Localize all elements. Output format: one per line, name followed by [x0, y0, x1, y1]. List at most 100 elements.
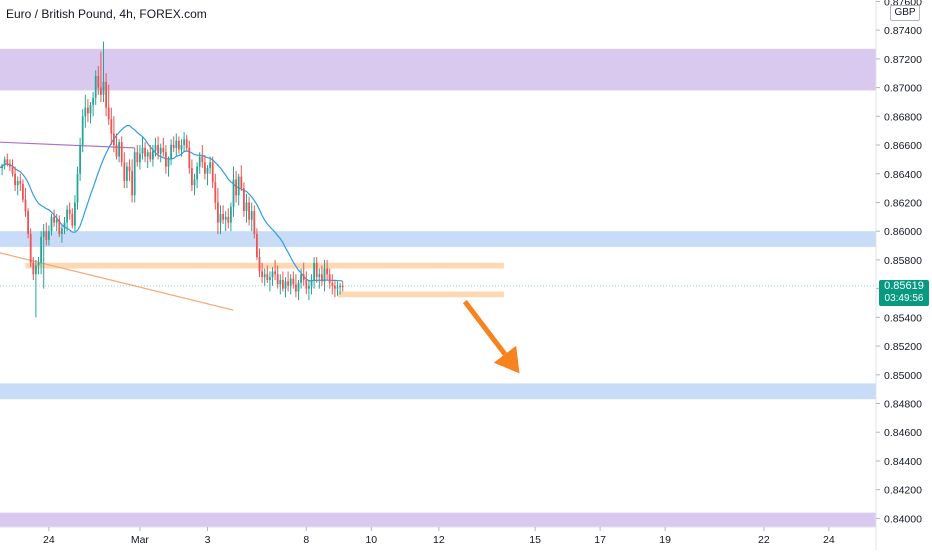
candle[interactable] — [30, 228, 32, 267]
candle[interactable] — [92, 92, 94, 116]
candle[interactable] — [292, 271, 294, 288]
candle[interactable] — [90, 102, 92, 124]
candle[interactable] — [308, 280, 310, 300]
candle[interactable] — [253, 205, 255, 238]
candle[interactable] — [134, 148, 136, 203]
candle[interactable] — [233, 167, 235, 217]
zone-range-5[interactable] — [338, 292, 504, 298]
candle[interactable] — [168, 157, 170, 177]
candle[interactable] — [14, 167, 16, 191]
candle[interactable] — [220, 205, 222, 234]
candle[interactable] — [38, 257, 40, 274]
trendline-1[interactable] — [0, 253, 234, 310]
candle[interactable] — [144, 142, 146, 162]
candle[interactable] — [173, 136, 175, 152]
candle[interactable] — [290, 274, 292, 294]
candle[interactable] — [22, 179, 24, 202]
candle[interactable] — [79, 138, 81, 181]
candle[interactable] — [1, 164, 3, 175]
candle[interactable] — [235, 171, 237, 203]
candle[interactable] — [227, 208, 229, 228]
zone-supply-0[interactable] — [0, 49, 876, 91]
candle[interactable] — [287, 271, 289, 291]
candle[interactable] — [129, 159, 131, 181]
candle[interactable] — [246, 194, 248, 223]
candle[interactable] — [74, 195, 76, 231]
candle[interactable] — [131, 159, 133, 202]
candle[interactable] — [277, 266, 279, 289]
candle[interactable] — [331, 274, 333, 294]
candle[interactable] — [342, 281, 344, 291]
candle[interactable] — [19, 174, 21, 191]
candle[interactable] — [178, 136, 180, 153]
candle[interactable] — [191, 159, 193, 191]
zone-support-1[interactable] — [0, 231, 876, 247]
candle[interactable] — [66, 205, 68, 231]
candle[interactable] — [194, 174, 196, 196]
zone-bottom-3[interactable] — [0, 513, 876, 527]
candle[interactable] — [123, 152, 125, 188]
candle[interactable] — [311, 274, 313, 294]
candle[interactable] — [238, 174, 240, 206]
candle[interactable] — [183, 132, 185, 152]
candle[interactable] — [243, 182, 245, 216]
candle[interactable] — [9, 159, 11, 170]
candle[interactable] — [196, 162, 198, 188]
candle[interactable] — [69, 202, 71, 219]
candle[interactable] — [53, 210, 55, 227]
candle[interactable] — [285, 277, 287, 297]
candle[interactable] — [110, 108, 112, 145]
candle[interactable] — [230, 202, 232, 231]
candle[interactable] — [136, 145, 138, 167]
candle[interactable] — [225, 211, 227, 231]
candle[interactable] — [160, 144, 162, 163]
candle[interactable] — [204, 155, 206, 179]
candle[interactable] — [71, 208, 73, 228]
candle[interactable] — [298, 280, 300, 300]
candle[interactable] — [126, 162, 128, 188]
candle[interactable] — [165, 145, 167, 174]
candle[interactable] — [170, 139, 172, 165]
zone-support-2[interactable] — [0, 383, 876, 399]
zone-range-4[interactable] — [26, 263, 504, 269]
candle[interactable] — [116, 134, 118, 160]
candle[interactable] — [214, 174, 216, 210]
candle[interactable] — [201, 145, 203, 168]
candle[interactable] — [313, 257, 315, 289]
candle[interactable] — [162, 138, 164, 157]
candle[interactable] — [217, 188, 219, 234]
candle[interactable] — [321, 266, 323, 286]
projection-arrow-shaft[interactable] — [465, 302, 505, 355]
projection-arrow-head[interactable] — [494, 346, 520, 374]
candle[interactable] — [142, 136, 144, 159]
candle[interactable] — [12, 159, 14, 176]
candle[interactable] — [264, 269, 266, 286]
candle[interactable] — [121, 136, 123, 166]
candle[interactable] — [77, 167, 79, 210]
candle[interactable] — [43, 224, 45, 289]
candle[interactable] — [222, 205, 224, 224]
candle[interactable] — [108, 85, 110, 125]
candle[interactable] — [207, 165, 209, 185]
candle[interactable] — [316, 257, 318, 283]
candle[interactable] — [186, 135, 188, 151]
candle[interactable] — [269, 271, 271, 291]
candle[interactable] — [305, 271, 307, 294]
candle[interactable] — [139, 145, 141, 169]
candle[interactable] — [58, 215, 60, 237]
candle[interactable] — [282, 271, 284, 291]
candle[interactable] — [272, 267, 274, 286]
candle[interactable] — [251, 202, 253, 231]
candle[interactable] — [84, 95, 86, 128]
candle[interactable] — [248, 197, 250, 226]
candle[interactable] — [147, 149, 149, 168]
candle[interactable] — [35, 260, 37, 317]
candle[interactable] — [259, 248, 261, 277]
candle[interactable] — [279, 274, 281, 294]
candle[interactable] — [188, 141, 190, 174]
candle[interactable] — [240, 165, 242, 191]
candle[interactable] — [25, 188, 27, 217]
candle[interactable] — [87, 99, 89, 122]
